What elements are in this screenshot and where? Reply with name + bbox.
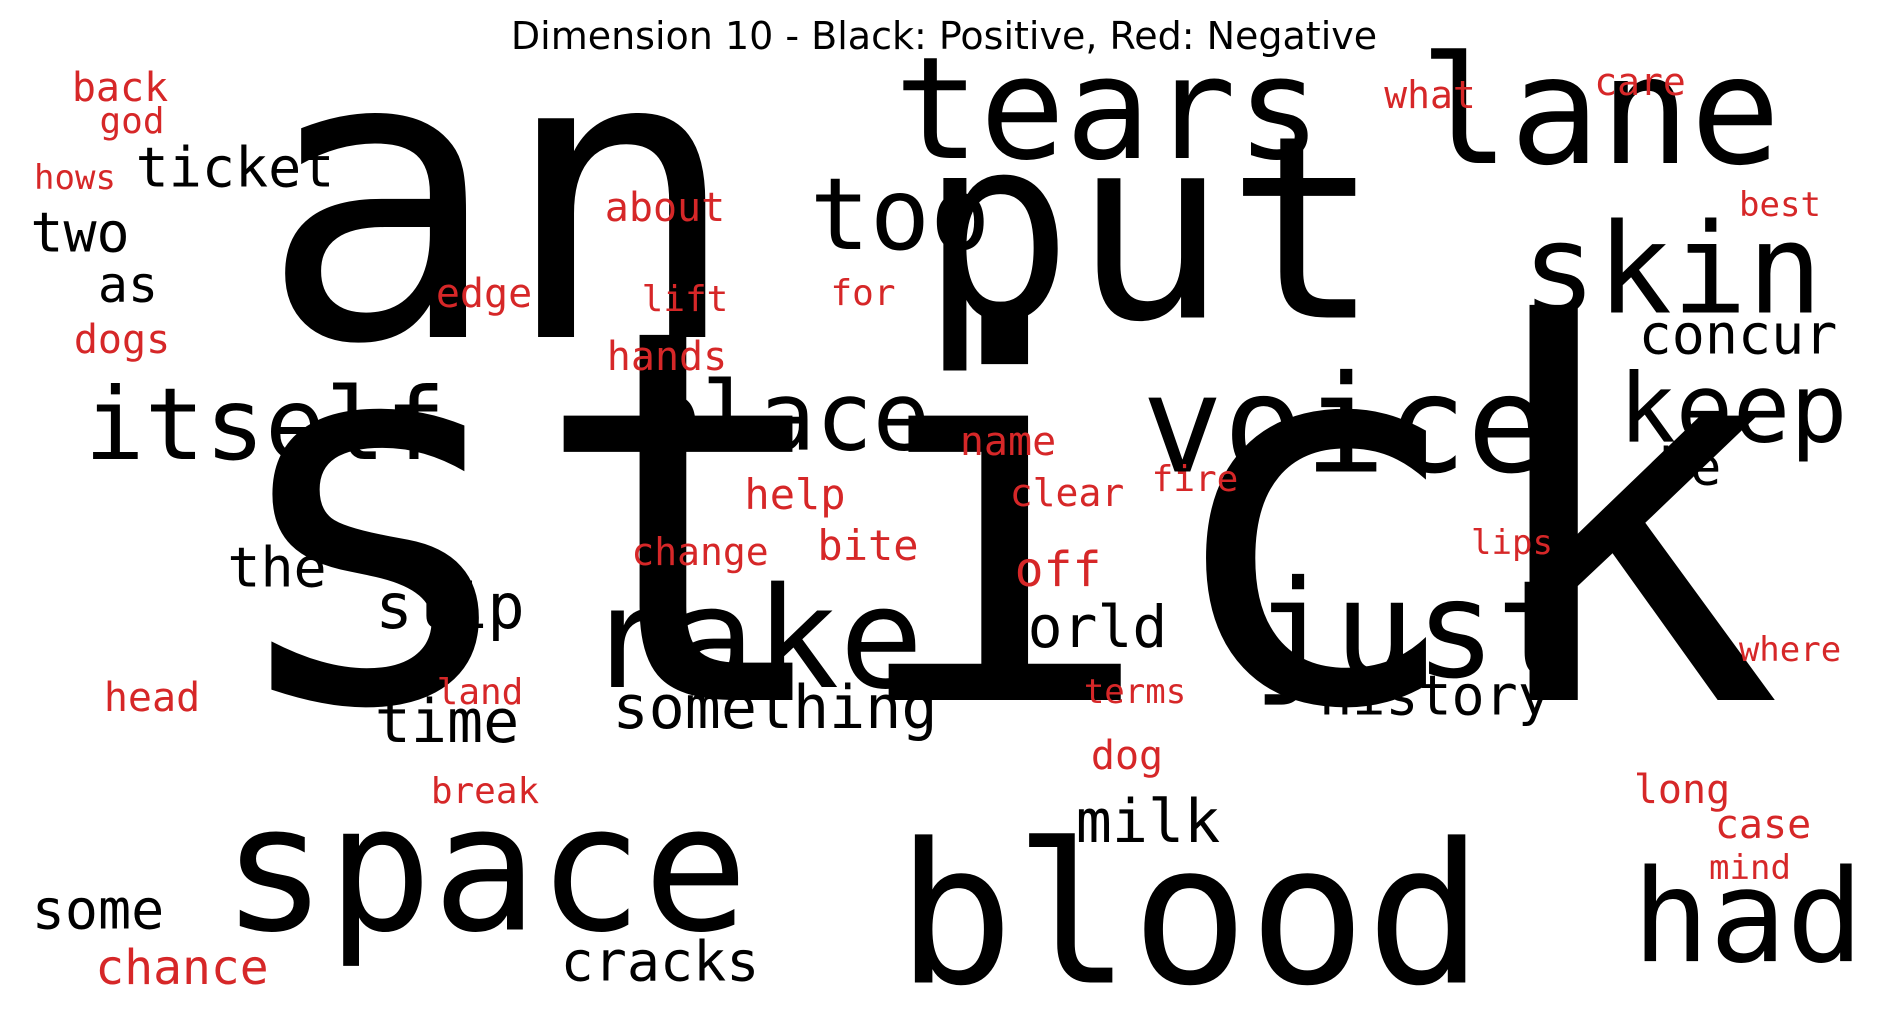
chart-title: Dimension 10 - Black: Positive, Red: Neg…: [510, 14, 1378, 58]
word-voice-positive: voice: [1141, 346, 1549, 504]
word-help-negative: help: [744, 470, 846, 519]
word-lift-negative: lift: [641, 279, 729, 320]
word-the-positive: the: [227, 535, 327, 600]
word-history-positive: history: [1319, 663, 1551, 728]
word-clear-negative: clear: [1009, 471, 1125, 515]
word-where-negative: where: [1738, 630, 1842, 670]
word-lips-negative: lips: [1471, 523, 1553, 563]
word-blood-positive: blood: [896, 801, 1484, 1029]
word-hows-negative: hows: [34, 158, 116, 198]
word-bite-negative: bite: [817, 521, 919, 570]
word-cracks-positive: cracks: [560, 929, 760, 994]
word-fire-negative: fire: [1151, 459, 1239, 500]
word-put-positive: put: [919, 81, 1381, 379]
word-edge-negative: edge: [435, 271, 533, 317]
word-place-positive: place: [644, 362, 930, 473]
word-terms-negative: terms: [1083, 672, 1187, 712]
word-god-negative: god: [99, 101, 165, 142]
word-hands-negative: hands: [606, 334, 728, 380]
word-dogs-negative: dogs: [73, 317, 171, 363]
word-about-negative: about: [604, 185, 726, 231]
word-concur-positive: concur: [1638, 302, 1838, 367]
word-something-positive: something: [612, 673, 938, 743]
word-itself-positive: itself: [84, 366, 446, 483]
word-care-negative: care: [1594, 60, 1686, 104]
word-world-positive: world: [992, 593, 1168, 661]
word-dog-negative: dog: [1090, 733, 1164, 779]
word-time-positive: time: [374, 687, 520, 757]
word-milk-positive: milk: [1075, 787, 1221, 857]
word-long-negative: long: [1633, 767, 1731, 813]
word-skin-positive: skin: [1521, 197, 1823, 343]
word-an-positive: an: [259, 0, 741, 432]
word-head-negative: head: [103, 675, 201, 721]
word-what-negative: what: [1384, 73, 1476, 117]
word-best-negative: best: [1739, 185, 1821, 225]
word-chance-negative: chance: [95, 940, 269, 996]
word-for-negative: for: [830, 273, 896, 314]
word-slip-positive: slip: [375, 570, 525, 643]
word-case-negative: case: [1714, 802, 1812, 848]
word-ticket-positive: ticket: [135, 135, 335, 200]
word-just-positive: just: [1252, 551, 1578, 709]
word-be-positive: be: [1658, 438, 1722, 498]
word-tears-positive: tears: [894, 27, 1322, 192]
word-some-positive: some: [31, 877, 165, 942]
word-rake-positive: rake: [586, 558, 924, 721]
word-had-positive: had: [1632, 843, 1864, 992]
word-change-negative: change: [631, 530, 769, 574]
word-stick-positive: stick: [217, 217, 1783, 823]
word-lane-positive: lane: [1419, 25, 1781, 199]
word-break-negative: break: [430, 771, 540, 812]
word-off-negative: off: [1014, 542, 1102, 598]
word-mind-negative: mind: [1709, 848, 1791, 888]
word-land-negative: land: [436, 672, 524, 713]
word-two-positive: two: [30, 200, 130, 265]
word-space-positive: space: [221, 768, 749, 972]
word-name-negative: name: [959, 419, 1057, 465]
word-as-positive: as: [97, 256, 159, 314]
word-too-positive: too: [809, 156, 991, 273]
word-back-negative: back: [71, 65, 169, 111]
word-keep-positive: keep: [1618, 354, 1848, 465]
